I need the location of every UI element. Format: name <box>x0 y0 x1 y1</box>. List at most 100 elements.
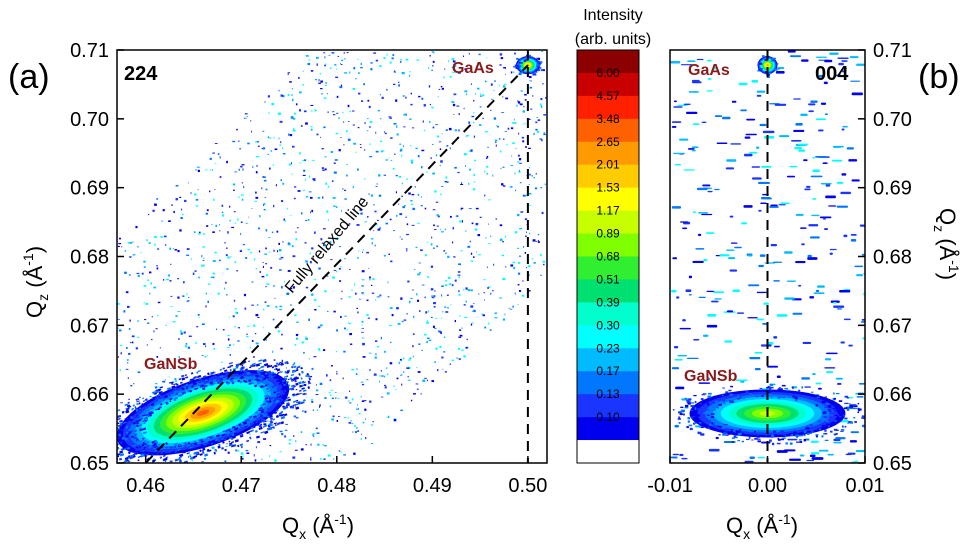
map-streak <box>705 232 715 234</box>
map-speck <box>135 420 140 423</box>
map-speck <box>440 160 443 163</box>
map-speck <box>295 238 298 241</box>
map-speck <box>794 396 798 399</box>
map-speck <box>245 257 248 259</box>
map-speck <box>251 340 254 342</box>
map-speck <box>263 308 265 311</box>
map-streak <box>728 389 732 392</box>
map-streak <box>794 147 803 150</box>
map-speck <box>268 137 272 139</box>
map-speck <box>177 448 181 451</box>
map-speck <box>373 373 377 376</box>
map-speck <box>273 422 277 425</box>
panel-a: (a) Fully relaxed line 224 GaAs GaNSb 0.… <box>8 40 548 542</box>
map-speck <box>214 251 217 254</box>
map-speck <box>516 104 518 107</box>
map-speck <box>126 347 128 349</box>
map-speck <box>718 434 721 436</box>
map-speck <box>265 286 267 288</box>
map-speck <box>337 415 340 417</box>
map-speck <box>433 302 436 305</box>
map-speck <box>129 450 134 453</box>
map-streak <box>807 254 812 258</box>
map-speck <box>823 415 828 419</box>
map-speck <box>431 236 433 239</box>
map-speck <box>285 396 290 400</box>
map-speck <box>325 63 327 65</box>
map-speck <box>499 238 503 241</box>
map-streak <box>842 67 848 70</box>
map-speck <box>273 396 278 400</box>
map-speck <box>786 433 790 436</box>
map-speck <box>741 440 745 443</box>
map-speck <box>453 65 457 68</box>
map-streak <box>730 242 738 244</box>
map-streak <box>726 249 735 251</box>
map-speck <box>515 189 517 192</box>
map-speck <box>275 376 279 380</box>
map-speck <box>302 389 307 393</box>
map-speck <box>229 353 231 356</box>
map-streak <box>762 130 775 134</box>
map-speck <box>174 458 179 462</box>
map-speck <box>438 141 442 143</box>
map-speck <box>287 384 291 387</box>
map-speck <box>316 409 319 412</box>
map-speck <box>398 84 400 87</box>
map-speck <box>432 143 434 146</box>
panel-a-peak-gaas: GaAs <box>452 60 494 77</box>
map-speck <box>180 217 183 220</box>
map-speck <box>170 263 172 265</box>
map-speck <box>426 379 428 382</box>
map-speck <box>420 166 423 169</box>
map-speck <box>336 419 339 422</box>
map-speck <box>143 422 146 425</box>
map-speck <box>408 300 411 304</box>
map-speck <box>190 372 194 375</box>
map-speck <box>136 464 140 467</box>
map-streak <box>762 323 768 325</box>
map-speck <box>417 194 419 196</box>
map-speck <box>276 409 279 412</box>
map-speck <box>154 449 158 452</box>
map-speck <box>416 367 418 369</box>
map-speck <box>503 185 506 187</box>
map-speck <box>492 174 494 177</box>
map-speck <box>391 313 394 317</box>
map-speck <box>311 401 314 403</box>
map-speck <box>291 245 294 248</box>
map-speck <box>193 193 197 196</box>
panel-b-reflection: 004 <box>815 63 849 85</box>
map-speck <box>245 368 248 371</box>
map-speck <box>756 435 760 438</box>
map-speck <box>246 325 250 327</box>
map-speck <box>239 435 244 438</box>
map-streak <box>851 179 860 182</box>
map-streak <box>806 459 815 462</box>
map-speck <box>678 411 682 414</box>
map-speck <box>493 117 497 120</box>
map-speck <box>406 223 409 226</box>
map-streak <box>789 165 798 168</box>
map-speck <box>251 365 254 368</box>
map-speck <box>308 377 312 381</box>
colorbar-tick-label: 0.13 <box>596 387 620 401</box>
map-streak <box>809 236 820 239</box>
map-speck <box>523 59 527 62</box>
map-speck <box>386 392 390 395</box>
map-speck <box>522 140 525 143</box>
map-speck <box>157 314 159 317</box>
map-speck <box>277 330 281 333</box>
map-speck <box>529 80 532 82</box>
map-speck <box>707 420 711 423</box>
map-speck <box>364 408 367 411</box>
map-speck <box>849 403 851 405</box>
map-streak <box>832 302 837 304</box>
map-speck <box>846 396 849 399</box>
map-speck <box>528 204 531 206</box>
map-speck <box>305 55 309 57</box>
map-speck <box>343 327 347 330</box>
map-speck <box>690 410 693 412</box>
map-speck <box>336 371 338 373</box>
map-speck <box>315 384 317 386</box>
